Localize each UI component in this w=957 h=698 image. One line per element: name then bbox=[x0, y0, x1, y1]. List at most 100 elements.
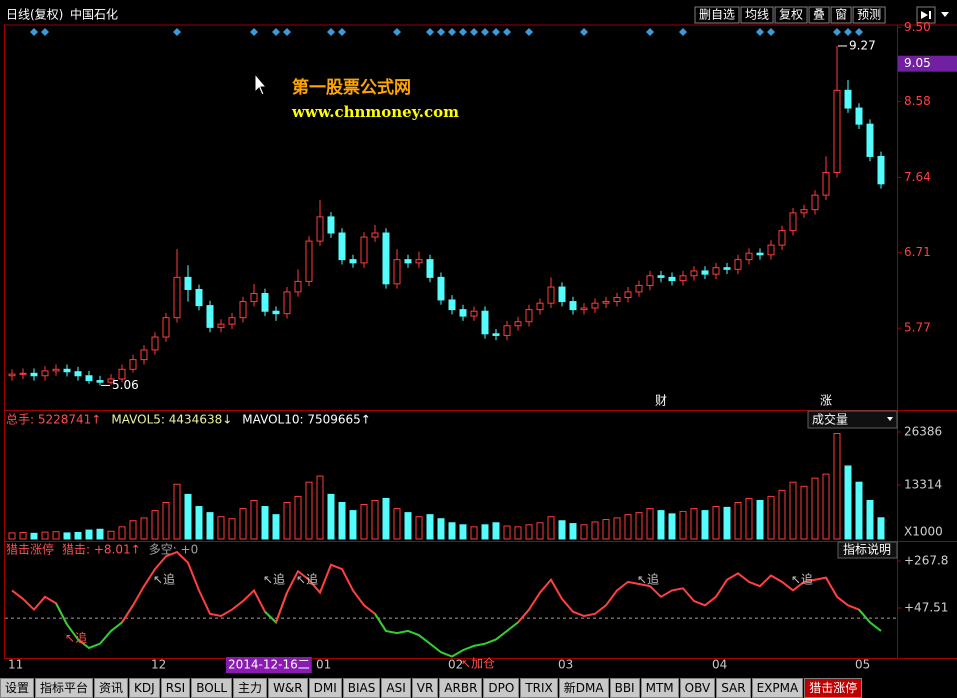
watermark-title: 第一股票公式网 bbox=[292, 77, 411, 98]
signal-marker bbox=[459, 28, 467, 36]
candle-body bbox=[250, 293, 258, 303]
indicator-line bbox=[121, 550, 277, 624]
indicator-line bbox=[517, 572, 871, 624]
candle-body bbox=[734, 259, 742, 270]
candle-body bbox=[118, 368, 126, 380]
candle-body bbox=[294, 280, 302, 293]
candle-body bbox=[173, 276, 181, 319]
volume-bar bbox=[514, 526, 522, 540]
y-tick-label: 9.50 bbox=[904, 20, 931, 34]
tab[interactable]: 指标平台 bbox=[35, 678, 94, 698]
tab[interactable]: BIAS bbox=[342, 678, 381, 698]
tab[interactable]: BOLL bbox=[191, 678, 233, 698]
tab[interactable]: EXPMA bbox=[751, 678, 804, 698]
candle-body bbox=[349, 259, 357, 264]
tab[interactable]: OBV bbox=[679, 678, 716, 698]
price-note: 财 bbox=[655, 394, 667, 408]
tab[interactable]: RSI bbox=[160, 678, 191, 698]
candle-body bbox=[778, 230, 786, 246]
toolbar-button[interactable] bbox=[830, 6, 852, 24]
tab[interactable]: 资讯 bbox=[94, 678, 129, 698]
volume-selector[interactable] bbox=[807, 410, 898, 429]
volume-bar bbox=[283, 501, 291, 540]
volume-bar bbox=[569, 523, 577, 540]
toolbar-button[interactable] bbox=[740, 6, 774, 24]
volume-bar bbox=[415, 516, 423, 540]
volume-bar bbox=[657, 510, 665, 540]
cursor-price: 9.05 bbox=[904, 56, 931, 70]
candle-body bbox=[470, 310, 478, 317]
candle-body bbox=[591, 302, 599, 309]
candle-body bbox=[646, 275, 654, 286]
x-tick-label: 05 bbox=[855, 658, 870, 672]
background bbox=[0, 0, 957, 676]
tab[interactable]: VR bbox=[411, 678, 439, 698]
candle-body bbox=[129, 359, 137, 370]
signal-marker bbox=[481, 28, 489, 36]
candle-body bbox=[393, 259, 401, 285]
candle-body bbox=[448, 299, 456, 311]
tab[interactable]: 主力 bbox=[233, 678, 268, 698]
indicator-note: ↖追 bbox=[791, 572, 813, 587]
toolbar-button-label: 均线 bbox=[745, 8, 769, 22]
candle-body bbox=[162, 317, 170, 338]
indicator-line bbox=[374, 608, 530, 658]
tab[interactable]: ARBR bbox=[439, 678, 483, 698]
toolbar-button[interactable] bbox=[852, 6, 886, 24]
signal-marker bbox=[470, 28, 478, 36]
indicator-help-button[interactable] bbox=[837, 541, 898, 559]
candle-body bbox=[107, 378, 115, 383]
candle-body bbox=[283, 291, 291, 315]
signal-marker bbox=[580, 28, 588, 36]
tab[interactable]: DPO bbox=[483, 678, 520, 698]
volume-bar bbox=[338, 501, 346, 540]
tab[interactable]: 设置 bbox=[0, 678, 35, 698]
volume-bar bbox=[701, 510, 709, 540]
signal-marker bbox=[30, 28, 38, 36]
volume-bar bbox=[503, 525, 511, 540]
volume-bar bbox=[756, 499, 764, 540]
volume-bar bbox=[393, 508, 401, 540]
candle-body bbox=[85, 375, 93, 382]
tab[interactable]: SAR bbox=[716, 678, 751, 698]
tab[interactable]: BBI bbox=[609, 678, 640, 698]
volume-bar bbox=[877, 517, 885, 540]
toolbar-button[interactable] bbox=[808, 6, 830, 24]
tab[interactable]: MTM bbox=[640, 678, 679, 698]
candle-body bbox=[558, 286, 566, 303]
volume-bar bbox=[712, 506, 720, 540]
candle-body bbox=[602, 301, 610, 304]
tab[interactable]: 新DMA bbox=[558, 678, 609, 698]
volume-bar bbox=[668, 513, 676, 540]
volume-bar bbox=[305, 481, 313, 540]
candle-body bbox=[151, 336, 159, 351]
tab[interactable]: DMI bbox=[308, 678, 342, 698]
volume-bar bbox=[778, 489, 786, 540]
candle-body bbox=[690, 270, 698, 277]
tab[interactable]: 猎击涨停 bbox=[804, 678, 863, 698]
candle-body bbox=[613, 297, 621, 303]
candle-body bbox=[217, 323, 225, 328]
toolbar-button[interactable] bbox=[774, 6, 808, 24]
frame bbox=[4, 24, 957, 659]
candles bbox=[8, 45, 885, 386]
menu-arrow[interactable] bbox=[941, 12, 949, 17]
tab[interactable]: KDJ bbox=[129, 678, 160, 698]
tab[interactable]: TRIX bbox=[520, 678, 558, 698]
toolbar-button[interactable] bbox=[694, 6, 740, 24]
candle-body bbox=[822, 172, 830, 196]
candle-body bbox=[41, 370, 49, 377]
candle-body bbox=[360, 236, 368, 264]
volume-bar bbox=[745, 497, 753, 540]
candle-body bbox=[844, 89, 852, 109]
tab[interactable]: W&R bbox=[268, 678, 308, 698]
volume-bar bbox=[184, 493, 192, 540]
high-label: 9.27 bbox=[849, 38, 876, 52]
tab[interactable]: ASI bbox=[381, 678, 411, 698]
candle-body bbox=[712, 267, 720, 275]
candle-body bbox=[877, 155, 885, 185]
volume-bar bbox=[558, 520, 566, 540]
x-tick-label: 01 bbox=[316, 658, 331, 672]
candle-body bbox=[624, 291, 632, 299]
signal-marker bbox=[844, 28, 852, 36]
